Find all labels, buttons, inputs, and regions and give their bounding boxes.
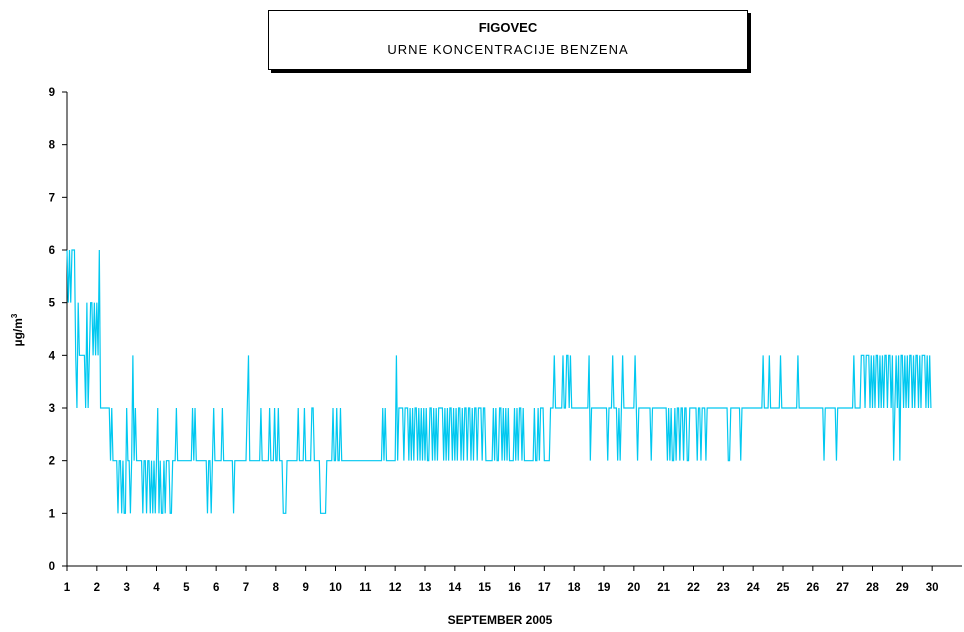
- x-tick-label: 28: [866, 582, 879, 594]
- x-tick-label: 22: [687, 582, 700, 594]
- y-tick-label: 5: [49, 298, 56, 310]
- y-tick-label: 7: [49, 192, 55, 204]
- x-tick-label: 2: [94, 582, 100, 594]
- chart-subtitle: URNE KONCENTRACIJE BENZENA: [387, 42, 629, 57]
- x-tick-label: 21: [657, 582, 670, 594]
- x-tick-label: 18: [568, 582, 581, 594]
- x-axis-title: SEPTEMBER 2005: [448, 613, 553, 627]
- x-tick-label: 30: [926, 582, 939, 594]
- x-tick-label: 13: [419, 582, 432, 594]
- x-tick-label: 11: [359, 582, 372, 594]
- x-tick-label: 24: [747, 582, 760, 594]
- x-tick-label: 1: [64, 582, 71, 594]
- y-tick-label: 1: [49, 508, 56, 520]
- x-tick-label: 29: [896, 582, 909, 594]
- x-tick-label: 25: [777, 582, 790, 594]
- y-axis-title: µg/m3: [10, 313, 25, 346]
- x-tick-label: 14: [448, 582, 461, 594]
- x-tick-label: 15: [478, 582, 491, 594]
- y-tick-label: 2: [49, 456, 55, 468]
- x-tick-label: 4: [153, 582, 160, 594]
- x-tick-label: 19: [598, 582, 611, 594]
- plot-area: [66, 92, 962, 567]
- x-tick-label: 27: [836, 582, 849, 594]
- chart-title-box: FIGOVEC URNE KONCENTRACIJE BENZENA: [268, 10, 748, 70]
- y-tick-label: 3: [49, 403, 55, 415]
- x-tick-label: 6: [213, 582, 219, 594]
- x-tick-label: 3: [123, 582, 129, 594]
- series-layer: [66, 249, 932, 514]
- y-axis-title-superscript: 3: [10, 313, 19, 318]
- x-tick-label: 20: [627, 582, 640, 594]
- x-tick-label: 12: [389, 582, 402, 594]
- x-tick-label: 9: [302, 582, 308, 594]
- series-line-1: [66, 249, 932, 514]
- chart-title: FIGOVEC: [478, 20, 538, 35]
- x-tick-label: 17: [538, 582, 551, 594]
- y-tick-label: 4: [49, 350, 56, 362]
- x-tick-label: 16: [508, 582, 521, 594]
- x-tick-label: 7: [243, 582, 249, 594]
- y-axis-title-unit: µg/m: [11, 318, 25, 346]
- x-tick-label: 8: [273, 582, 280, 594]
- x-tick-label: 10: [329, 582, 342, 594]
- y-tick-label: 8: [49, 140, 56, 152]
- x-tick-label: 26: [806, 582, 819, 594]
- y-tick-label: 0: [49, 561, 55, 573]
- x-tick-label: 5: [183, 582, 190, 594]
- y-tick-label: 9: [49, 87, 55, 99]
- y-tick-label: 6: [49, 245, 55, 257]
- x-tick-label: 23: [717, 582, 730, 594]
